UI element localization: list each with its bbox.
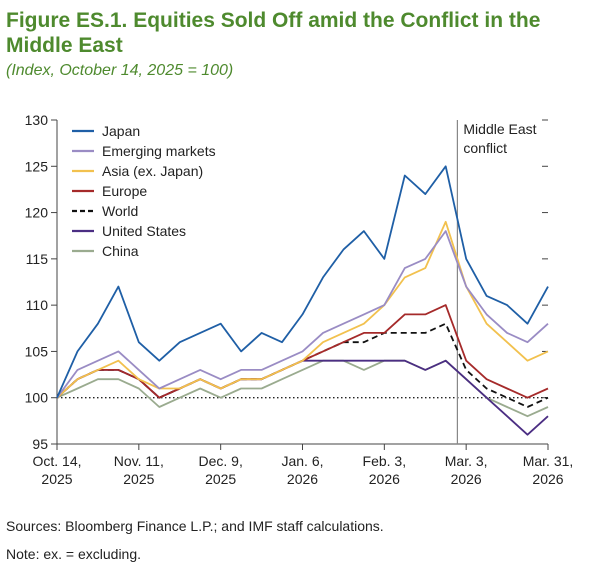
legend-label: Europe [102,183,147,199]
series-line-japan [56,165,549,399]
annotation-label-line2: conflict [463,140,507,156]
chart-subtitle: (Index, October 14, 2025 = 100) [6,62,234,79]
annotation-label: Middle East [463,121,536,137]
sources-note: Sources: Bloomberg Finance L.P.; and IMF… [6,518,384,534]
x-tick-label-year: 2026 [451,471,482,487]
chart-axes: 95 100 105 110 115 120 125 130 Oct. 14, 2025 Nov. … [25,112,574,487]
series-line-world [56,322,549,408]
y-tick-label: 95 [32,436,48,452]
chart-title: Figure ES.1. Equities Sold Off amid the … [6,9,541,57]
x-tick-label: Feb. 3, [363,453,407,469]
x-tick-label: Jan. 6, [281,453,323,469]
legend-label: World [102,203,138,219]
x-tick-label: Dec. 9, [198,453,242,469]
y-tick-label: 115 [26,251,49,267]
x-tick-label-year: 2025 [123,471,154,487]
chart-legend: Japan Emerging markets Asia (ex. Japan) Eur… [72,123,216,259]
x-tick-label: Nov. 11, [114,453,164,469]
y-tick-label: 105 [25,343,49,359]
legend-label: Asia (ex. Japan) [102,163,203,179]
x-tick-label: Mar. 3, [445,453,488,469]
y-tick-label: 100 [25,390,49,406]
legend-label: United States [102,223,186,239]
x-tick-label-year: 2026 [532,471,563,487]
series-line-emerging-markets [56,230,549,399]
y-tick-label: 120 [25,205,49,221]
legend-label: Japan [102,123,140,139]
x-tick-label: Oct. 14, [32,453,81,469]
x-tick-label: Mar. 31, [523,453,574,469]
legend-label: China [102,243,139,259]
footnote: Note: ex. = excluding. [6,546,142,562]
y-tick-label: 125 [25,158,49,174]
chart-series [56,165,549,436]
y-tick-label: 130 [25,112,49,128]
x-tick-label-year: 2026 [369,471,400,487]
legend-label: Emerging markets [102,143,216,159]
line-chart: 95 100 105 110 115 120 125 130 Oct. 14, 2025 Nov. … [25,112,574,487]
x-tick-label-year: 2025 [41,471,72,487]
x-tick-label-year: 2026 [287,471,318,487]
x-tick-label-year: 2025 [205,471,236,487]
y-tick-label: 110 [26,297,49,313]
